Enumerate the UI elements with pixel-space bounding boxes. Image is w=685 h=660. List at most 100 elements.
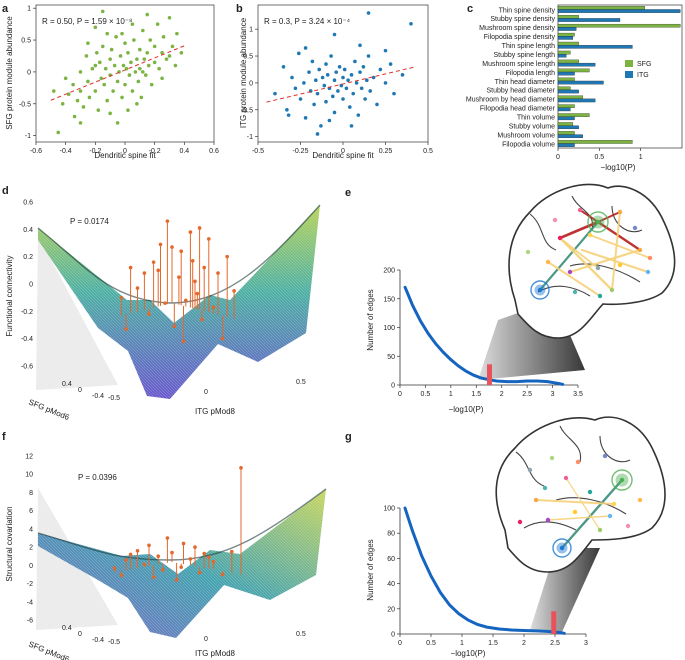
panel-e-xlabel: −log10(P)	[449, 405, 484, 414]
bar-itg	[557, 125, 579, 130]
y-tick-label: 0	[27, 69, 31, 76]
panel-f-annotation: P = 0.0396	[78, 473, 117, 482]
stem-point	[119, 573, 124, 578]
network-node	[533, 497, 539, 503]
network-node	[597, 527, 603, 533]
x-tick-label: 0.5	[423, 148, 433, 155]
data-point	[175, 31, 179, 36]
bar-sfg	[557, 77, 575, 82]
x-tick-label: 2	[522, 640, 526, 647]
bar-sfg	[557, 113, 590, 117]
data-point	[341, 75, 345, 80]
z-tick-label: 2	[29, 545, 33, 552]
data-point	[120, 31, 124, 36]
data-point	[310, 59, 315, 64]
data-point	[130, 22, 135, 26]
network-node	[527, 467, 533, 473]
stem-point	[147, 312, 151, 316]
stem-point	[220, 572, 225, 577]
y-tick-label: 100	[383, 325, 395, 332]
panel-b-ylabel: ITG protein module abundance	[239, 17, 248, 128]
data-point	[315, 91, 320, 96]
data-point	[342, 67, 347, 72]
stem-point	[142, 562, 147, 567]
data-point	[126, 50, 130, 55]
bar-sfg	[557, 95, 583, 99]
z-tick-label: 6	[29, 508, 33, 515]
y-tick-label: 1	[27, 6, 31, 13]
brain-outline	[508, 183, 676, 339]
category-label: Stubby volume	[509, 123, 555, 130]
edge-count-curve	[403, 285, 565, 386]
panel-b-xlabel: Dendritic spine fit	[312, 151, 374, 160]
bar-itg	[557, 54, 567, 58]
stem-point	[119, 295, 124, 300]
data-point	[86, 41, 90, 46]
bar-sfg	[557, 32, 575, 37]
z-tick-label: 0	[29, 563, 33, 570]
x-tick-label: 1	[460, 640, 464, 647]
data-point	[138, 47, 142, 52]
panel-f-zlabel: Structural covariation	[5, 506, 14, 581]
x-tick-label: -0.6	[30, 148, 42, 155]
bar-sfg	[557, 104, 575, 108]
z-tick-label: -0.2	[21, 309, 33, 316]
panel-d-xlabel: ITG pMod8	[195, 407, 236, 416]
network-edge	[611, 211, 621, 291]
data-point	[371, 75, 376, 80]
data-point	[314, 78, 318, 83]
z-tick-label: 12	[25, 454, 33, 461]
network-node	[549, 455, 555, 461]
brain-diagram	[478, 183, 676, 380]
network-edge	[558, 220, 600, 240]
network-edge	[596, 220, 642, 252]
data-point	[361, 64, 366, 69]
data-point	[108, 57, 112, 61]
z-tick-label: 0	[29, 282, 33, 289]
fit-line	[266, 66, 415, 103]
data-point	[273, 91, 277, 96]
data-point	[109, 47, 114, 52]
data-point	[95, 50, 99, 55]
bar-sfg	[557, 15, 579, 19]
panel-a-annotation: R = 0.50, P = 1.59 × 10⁻⁸	[42, 17, 132, 26]
data-point	[133, 70, 138, 74]
bar-itg	[557, 9, 681, 13]
z-tick-label: 0.2	[23, 254, 33, 261]
panel-f-ylabel: SFG pMod6	[27, 640, 71, 660]
legend: SFG ITG	[625, 60, 651, 79]
data-point	[105, 31, 109, 36]
network-node	[645, 269, 651, 275]
data-point	[56, 130, 61, 135]
data-point	[103, 66, 108, 71]
y-tick-label: 80	[387, 531, 395, 538]
stem-point	[135, 286, 140, 290]
bar-itg	[557, 71, 575, 76]
y-tick-label: 100	[383, 506, 395, 513]
x-tick-label: 0.5	[426, 640, 436, 647]
network-edge	[535, 499, 615, 505]
network-node	[559, 545, 565, 551]
network-node	[625, 523, 631, 529]
tick: 0.4	[62, 381, 72, 388]
data-point	[170, 44, 175, 49]
stem-point	[156, 268, 160, 273]
stem-point	[170, 550, 174, 555]
data-point	[173, 63, 178, 68]
network-edge	[597, 211, 621, 223]
z-tick-label: -4	[27, 599, 33, 606]
data-point	[356, 113, 361, 117]
panel-a-xlabel: Dendritic spine fit	[94, 151, 156, 160]
data-point	[179, 50, 184, 55]
panel-b: -0.5 -0.25 0 0.25 0.5 -1 -0.5 0 0.5 1 R = 0.3, P …	[239, 4, 433, 160]
data-point	[349, 73, 354, 77]
data-point	[409, 22, 413, 26]
stem-point	[151, 260, 156, 264]
network-edge	[538, 220, 600, 292]
data-point	[167, 15, 172, 20]
data-point	[52, 89, 56, 93]
data-point	[366, 54, 371, 58]
bar-sfg	[557, 6, 645, 10]
data-point	[135, 101, 139, 106]
bar-itg	[557, 134, 583, 138]
